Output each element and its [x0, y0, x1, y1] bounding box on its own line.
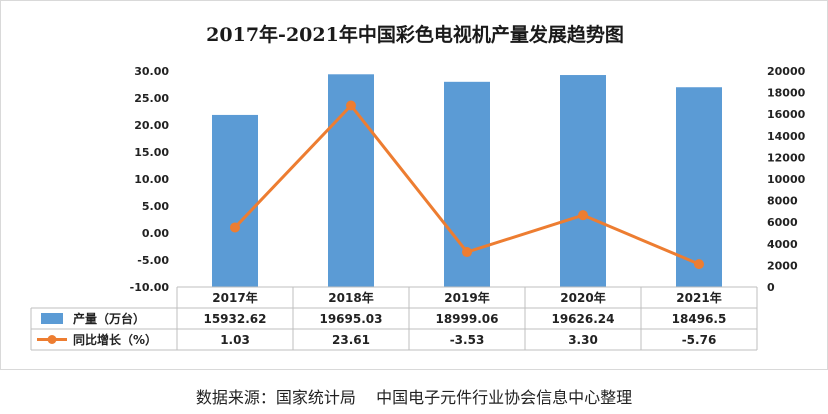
left-tick-label: 25.00 — [134, 92, 169, 105]
bar — [676, 87, 722, 288]
right-tick-label: 8000 — [767, 195, 798, 208]
bar-value-cell: 19626.24 — [551, 312, 614, 326]
left-axis: 30.00 25.00 20.00 15.00 10.00 5.00 0.00 -5.00 -1… — [130, 65, 170, 294]
category-label: 2019年 — [444, 290, 489, 305]
left-tick-label: 20.00 — [134, 119, 169, 132]
category-label: 2021年 — [676, 290, 721, 305]
left-tick-label: 15.00 — [134, 146, 169, 159]
chart-title: 2017年-2021年中国彩色电视机产量发展趋势图 — [206, 23, 624, 46]
bar-value-cell: 18496.5 — [672, 312, 727, 326]
bar — [560, 75, 606, 287]
line-point — [578, 210, 588, 221]
line-value-cell: 23.61 — [332, 333, 370, 347]
right-tick-label: 4000 — [767, 238, 798, 251]
left-tick-label: 5.00 — [142, 200, 169, 213]
chart: 2017年-2021年中国彩色电视机产量发展趋势图 30.00 25.00 20.0… — [30, 23, 806, 351]
line-point — [230, 222, 240, 233]
right-tick-label: 18000 — [767, 87, 806, 100]
right-tick-label: 2000 — [767, 259, 798, 272]
category-label: 2017年 — [212, 290, 257, 305]
legend-label-bar: 产量（万台） — [73, 311, 145, 326]
line-point — [346, 100, 356, 111]
line-series — [230, 100, 704, 270]
legend-key-bar — [41, 313, 63, 324]
line-point — [462, 247, 472, 258]
left-tick-label: 0.00 — [142, 227, 169, 240]
bar-value-cell: 18999.06 — [435, 312, 498, 326]
right-tick-label: 12000 — [767, 151, 806, 164]
right-tick-label: 14000 — [767, 130, 806, 143]
right-tick-label: 20000 — [767, 65, 806, 78]
left-tick-label: -5.00 — [137, 254, 169, 267]
left-tick-label: 30.00 — [134, 65, 169, 78]
category-label: 2020年 — [560, 290, 605, 305]
right-tick-label: 0 — [767, 281, 775, 294]
bar-series — [212, 74, 722, 288]
right-axis: 2000018000160001400012000100008000600040… — [767, 65, 806, 294]
line-value-cell: 3.30 — [568, 333, 598, 347]
left-tick-label: 10.00 — [134, 173, 169, 186]
left-tick-label: -10.00 — [130, 281, 170, 294]
line-point — [694, 259, 704, 270]
line-value-cell: 1.03 — [220, 333, 250, 347]
chart-frame: 2017年-2021年中国彩色电视机产量发展趋势图 30.00 25.00 20.0… — [0, 0, 828, 370]
legend-label-line: 同比增长（%） — [73, 332, 157, 347]
source-note: 数据来源：国家统计局 中国电子元件行业协会信息中心整理 — [195, 388, 633, 407]
bar-value-cell: 15932.62 — [203, 312, 266, 326]
right-tick-label: 16000 — [767, 108, 806, 121]
line-value-cell: -5.76 — [682, 333, 717, 347]
right-tick-label: 10000 — [767, 173, 806, 186]
legend-key-marker — [47, 335, 57, 344]
right-tick-label: 6000 — [767, 216, 798, 229]
bar-value-cell: 19695.03 — [319, 312, 382, 326]
bar — [212, 114, 258, 287]
category-label: 2018年 — [328, 290, 373, 305]
line-value-cell: -3.53 — [450, 333, 485, 347]
